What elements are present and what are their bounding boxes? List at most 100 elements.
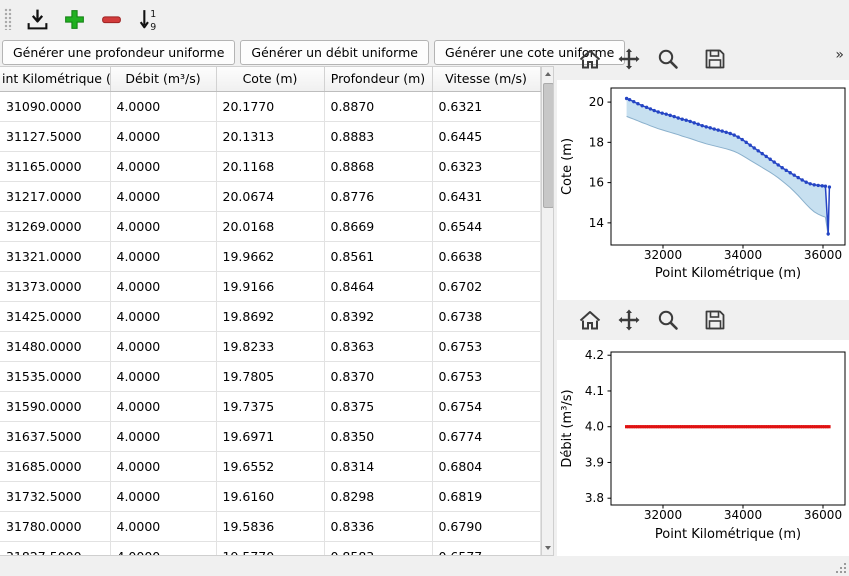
table-cell[interactable]: 4.0000 — [110, 91, 217, 122]
generate-uniform-level-button[interactable]: Générer une cote uniforme — [433, 40, 626, 65]
table-cell[interactable]: 4.0000 — [110, 301, 217, 332]
table-cell[interactable]: 0.6790 — [432, 511, 541, 542]
table-cell[interactable]: 31637.5000 — [0, 421, 111, 452]
table-row[interactable]: 31535.0000 4.0000 19.7805 0.8370 0.6753 — [0, 361, 541, 392]
table-cell[interactable]: 31217.0000 — [0, 181, 111, 212]
table-cell[interactable]: 20.0168 — [216, 211, 325, 242]
table-row[interactable]: 31780.0000 4.0000 19.5836 0.8336 0.6790 — [0, 511, 541, 542]
scrollbar-down-arrow[interactable] — [542, 541, 554, 555]
sort-button[interactable]: 1 9 — [134, 5, 162, 33]
table-cell[interactable]: 0.8868 — [324, 151, 433, 182]
table-cell[interactable]: 4.0000 — [110, 271, 217, 302]
table-cell[interactable]: 4.0000 — [110, 421, 217, 452]
table-cell[interactable]: 31732.5000 — [0, 481, 111, 512]
column-header[interactable]: Vitesse (m/s) — [432, 67, 541, 92]
table-cell[interactable]: 19.5836 — [216, 511, 325, 542]
chart-pan-button[interactable] — [616, 46, 642, 72]
table-cell[interactable]: 4.0000 — [110, 451, 217, 482]
table-cell[interactable]: 0.8370 — [324, 361, 433, 392]
table-cell[interactable]: 0.6638 — [432, 241, 541, 272]
table-cell[interactable]: 20.1313 — [216, 121, 325, 152]
table-cell[interactable]: 0.6738 — [432, 301, 541, 332]
table-cell[interactable]: 0.6321 — [432, 91, 541, 122]
table-cell[interactable]: 0.8669 — [324, 211, 433, 242]
table-cell[interactable]: 31165.0000 — [0, 151, 111, 182]
table-row[interactable]: 31590.0000 4.0000 19.7375 0.8375 0.6754 — [0, 391, 541, 422]
table-cell[interactable]: 4.0000 — [110, 511, 217, 542]
column-header[interactable]: Cote (m) — [216, 67, 325, 92]
import-button[interactable] — [23, 5, 51, 33]
window-resize-grip[interactable] — [834, 561, 846, 573]
generate-uniform-depth-button[interactable]: Générer une profondeur uniforme — [2, 40, 236, 65]
table-cell[interactable]: 0.8336 — [324, 511, 433, 542]
chart-pan-button[interactable] — [616, 307, 642, 333]
table-cell[interactable]: 0.8870 — [324, 91, 433, 122]
table-cell[interactable]: 20.1168 — [216, 151, 325, 182]
table-cell[interactable]: 0.8883 — [324, 121, 433, 152]
table-cell[interactable]: 31590.0000 — [0, 391, 111, 422]
table-row[interactable]: 31480.0000 4.0000 19.8233 0.8363 0.6753 — [0, 331, 541, 362]
table-cell[interactable]: 0.8363 — [324, 331, 433, 362]
chart-home-button[interactable] — [577, 307, 603, 333]
table-cell[interactable]: 0.6702 — [432, 271, 541, 302]
table-cell[interactable]: 0.8583 — [324, 541, 433, 555]
results-table[interactable]: int Kilométrique (Débit (m³/s) Cote (m) Pr… — [0, 67, 541, 555]
table-cell[interactable]: 19.8233 — [216, 331, 325, 362]
table-row[interactable]: 31127.5000 4.0000 20.1313 0.8883 0.6445 — [0, 121, 541, 152]
table-cell[interactable]: 4.0000 — [110, 481, 217, 512]
table-cell[interactable]: 4.0000 — [110, 211, 217, 242]
table-cell[interactable]: 31090.0000 — [0, 91, 111, 122]
table-cell[interactable]: 19.8692 — [216, 301, 325, 332]
table-cell[interactable]: 19.6160 — [216, 481, 325, 512]
table-cell[interactable]: 19.6552 — [216, 451, 325, 482]
table-cell[interactable]: 31535.0000 — [0, 361, 111, 392]
table-cell[interactable]: 0.8464 — [324, 271, 433, 302]
table-cell[interactable]: 0.8776 — [324, 181, 433, 212]
table-cell[interactable]: 4.0000 — [110, 121, 217, 152]
column-header[interactable]: Débit (m³/s) — [110, 67, 217, 92]
column-header[interactable]: int Kilométrique ( — [0, 67, 111, 92]
chart-home-button[interactable] — [577, 46, 603, 72]
chart-zoom-button[interactable] — [655, 46, 681, 72]
table-cell[interactable]: 0.6774 — [432, 421, 541, 452]
scrollbar-up-arrow[interactable] — [542, 67, 554, 81]
table-cell[interactable]: 0.6577 — [432, 541, 541, 555]
table-cell[interactable]: 31321.0000 — [0, 241, 111, 272]
table-row[interactable]: 31269.0000 4.0000 20.0168 0.8669 0.6544 — [0, 211, 541, 242]
table-cell[interactable]: 0.8314 — [324, 451, 433, 482]
scrollbar-thumb[interactable] — [542, 83, 553, 208]
table-row[interactable]: 31090.0000 4.0000 20.1770 0.8870 0.6321 — [0, 91, 541, 122]
table-cell[interactable]: 4.0000 — [110, 391, 217, 422]
table-cell[interactable]: 19.5770 — [216, 541, 325, 555]
table-row[interactable]: 31637.5000 4.0000 19.6971 0.8350 0.6774 — [0, 421, 541, 452]
delete-row-button[interactable] — [97, 5, 125, 33]
table-cell[interactable]: 4.0000 — [110, 151, 217, 182]
table-cell[interactable]: 4.0000 — [110, 541, 217, 555]
table-cell[interactable]: 0.6544 — [432, 211, 541, 242]
table-row[interactable]: 31321.0000 4.0000 19.9662 0.8561 0.6638 — [0, 241, 541, 272]
table-cell[interactable]: 0.6445 — [432, 121, 541, 152]
table-cell[interactable]: 19.9662 — [216, 241, 325, 272]
table-cell[interactable]: 19.7805 — [216, 361, 325, 392]
table-cell[interactable]: 31269.0000 — [0, 211, 111, 242]
table-cell[interactable]: 31127.5000 — [0, 121, 111, 152]
table-cell[interactable]: 0.8375 — [324, 391, 433, 422]
toolbar-overflow-chevron[interactable]: » — [835, 47, 844, 63]
table-row[interactable]: 31685.0000 4.0000 19.6552 0.8314 0.6804 — [0, 451, 541, 482]
table-cell[interactable]: 0.6819 — [432, 481, 541, 512]
table-cell[interactable]: 31827.5000 — [0, 541, 111, 555]
water-level-chart[interactable]: 32000 34000 36000 14 16 18 20 Point Kilométriqu… — [557, 80, 849, 300]
table-cell[interactable]: 0.6431 — [432, 181, 541, 212]
table-cell[interactable]: 31780.0000 — [0, 511, 111, 542]
table-cell[interactable]: 20.0674 — [216, 181, 325, 212]
table-cell[interactable]: 0.8392 — [324, 301, 433, 332]
table-cell[interactable]: 19.7375 — [216, 391, 325, 422]
table-row[interactable]: 31425.0000 4.0000 19.8692 0.8392 0.6738 — [0, 301, 541, 332]
generate-uniform-flow-button[interactable]: Générer un débit uniforme — [240, 40, 429, 65]
table-cell[interactable]: 4.0000 — [110, 331, 217, 362]
table-cell[interactable]: 0.8298 — [324, 481, 433, 512]
flow-rate-chart[interactable]: 32000 34000 36000 3.8 3.9 4.0 4.1 4.2 Point Kilo… — [557, 340, 849, 556]
table-vertical-scrollbar[interactable] — [540, 67, 554, 555]
table-cell[interactable]: 0.8350 — [324, 421, 433, 452]
table-cell[interactable]: 0.6754 — [432, 391, 541, 422]
